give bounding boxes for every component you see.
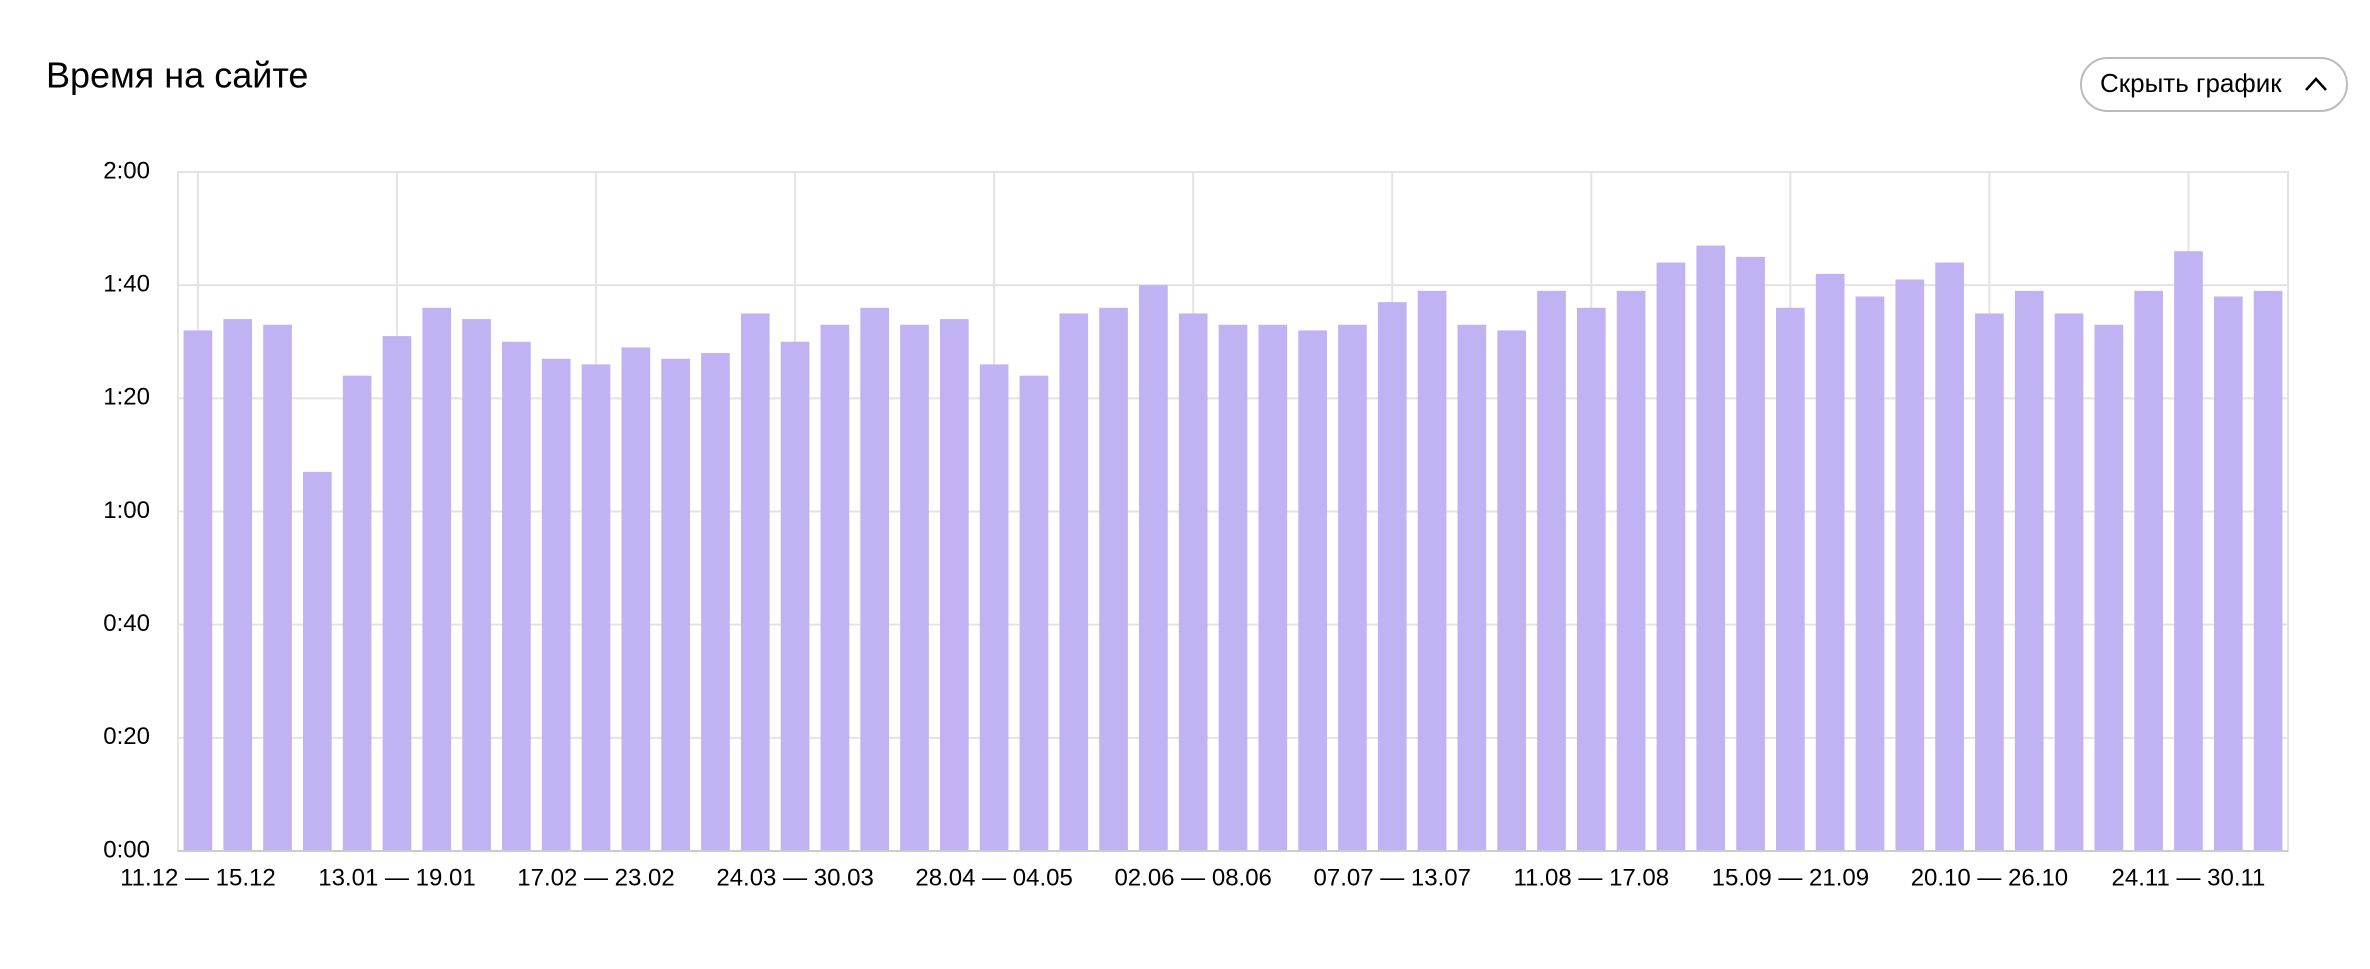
bar <box>780 341 810 851</box>
chevron-up-icon[interactable] <box>2305 77 2327 91</box>
bar <box>1776 307 1805 851</box>
x-tick-label: 11.08 — 17.08 <box>1513 864 1669 891</box>
bar <box>2213 296 2243 851</box>
x-tick-label: 02.06 — 08.06 <box>1114 864 1271 891</box>
bar <box>2094 324 2124 851</box>
x-tick-label: 20.10 — 26.10 <box>1911 864 2068 891</box>
bar <box>303 471 332 851</box>
bar <box>1537 290 1566 851</box>
bar <box>1059 313 1089 851</box>
bar <box>900 324 929 851</box>
bar <box>1457 324 1487 851</box>
y-tick-label: 1:40 <box>103 271 150 298</box>
bar <box>1218 324 1248 851</box>
bar <box>422 307 452 851</box>
bar <box>1656 262 1686 851</box>
y-tick-label: 0:20 <box>103 723 150 750</box>
bar <box>1377 302 1407 851</box>
y-tick-label: 1:20 <box>103 384 150 411</box>
x-tick-label: 17.02 — 23.02 <box>517 864 674 891</box>
bar <box>502 341 531 851</box>
button-frame[interactable] <box>2080 57 2348 112</box>
bar <box>1855 296 1885 851</box>
bar <box>263 324 292 851</box>
bar <box>1975 313 2004 851</box>
x-tick-label: 15.09 — 21.09 <box>1712 864 1869 891</box>
x-tick-label: 11.12 — 15.12 <box>120 864 276 891</box>
bar <box>621 347 651 851</box>
bar <box>1258 324 1288 851</box>
bar <box>1895 279 1925 852</box>
bar <box>740 313 770 851</box>
chart-title: Время на сайте <box>46 55 308 96</box>
bar <box>1815 273 1845 852</box>
bar <box>1736 256 1765 851</box>
bar <box>860 307 890 851</box>
y-tick-label: 0:00 <box>103 836 150 863</box>
y-tick-label: 0:40 <box>103 610 150 637</box>
bar <box>1139 285 1168 852</box>
bar <box>2253 290 2283 851</box>
bar <box>581 364 611 851</box>
button-label[interactable]: Скрыть график <box>2100 68 2282 98</box>
bar <box>1696 245 1726 851</box>
bar <box>1099 307 1128 851</box>
x-tick-label: 28.04 — 04.05 <box>915 864 1072 891</box>
bar <box>223 319 253 851</box>
bar <box>1616 290 1646 851</box>
bar <box>979 364 1009 851</box>
bar <box>183 330 213 851</box>
bar <box>1298 330 1327 851</box>
bar <box>939 319 969 851</box>
bar <box>2134 290 2163 851</box>
x-tick-label: 24.11 — 30.11 <box>2112 864 2266 891</box>
x-tick-label: 24.03 — 30.03 <box>716 864 873 891</box>
y-tick-label: 2:00 <box>103 157 150 184</box>
bar <box>1497 330 1527 851</box>
bar <box>342 375 372 851</box>
x-tick-label: 07.07 — 13.07 <box>1314 864 1471 891</box>
bar <box>1019 375 1049 851</box>
x-tick-label: 13.01 — 19.01 <box>318 864 475 891</box>
bar <box>2014 290 2044 851</box>
bar <box>820 324 850 851</box>
bar <box>2054 313 2084 851</box>
bar <box>1417 290 1447 851</box>
hide-chart-button[interactable]: Скрыть график <box>2080 57 2348 112</box>
bar <box>2174 251 2203 851</box>
bar <box>1576 307 1606 851</box>
bar <box>382 336 412 851</box>
y-tick-label: 1:00 <box>103 497 150 524</box>
bar <box>1178 313 1208 851</box>
bar <box>541 358 571 851</box>
bar <box>1338 324 1367 851</box>
bar <box>661 358 690 851</box>
bar <box>462 319 491 851</box>
bar <box>1935 262 1964 851</box>
bar <box>701 353 730 851</box>
